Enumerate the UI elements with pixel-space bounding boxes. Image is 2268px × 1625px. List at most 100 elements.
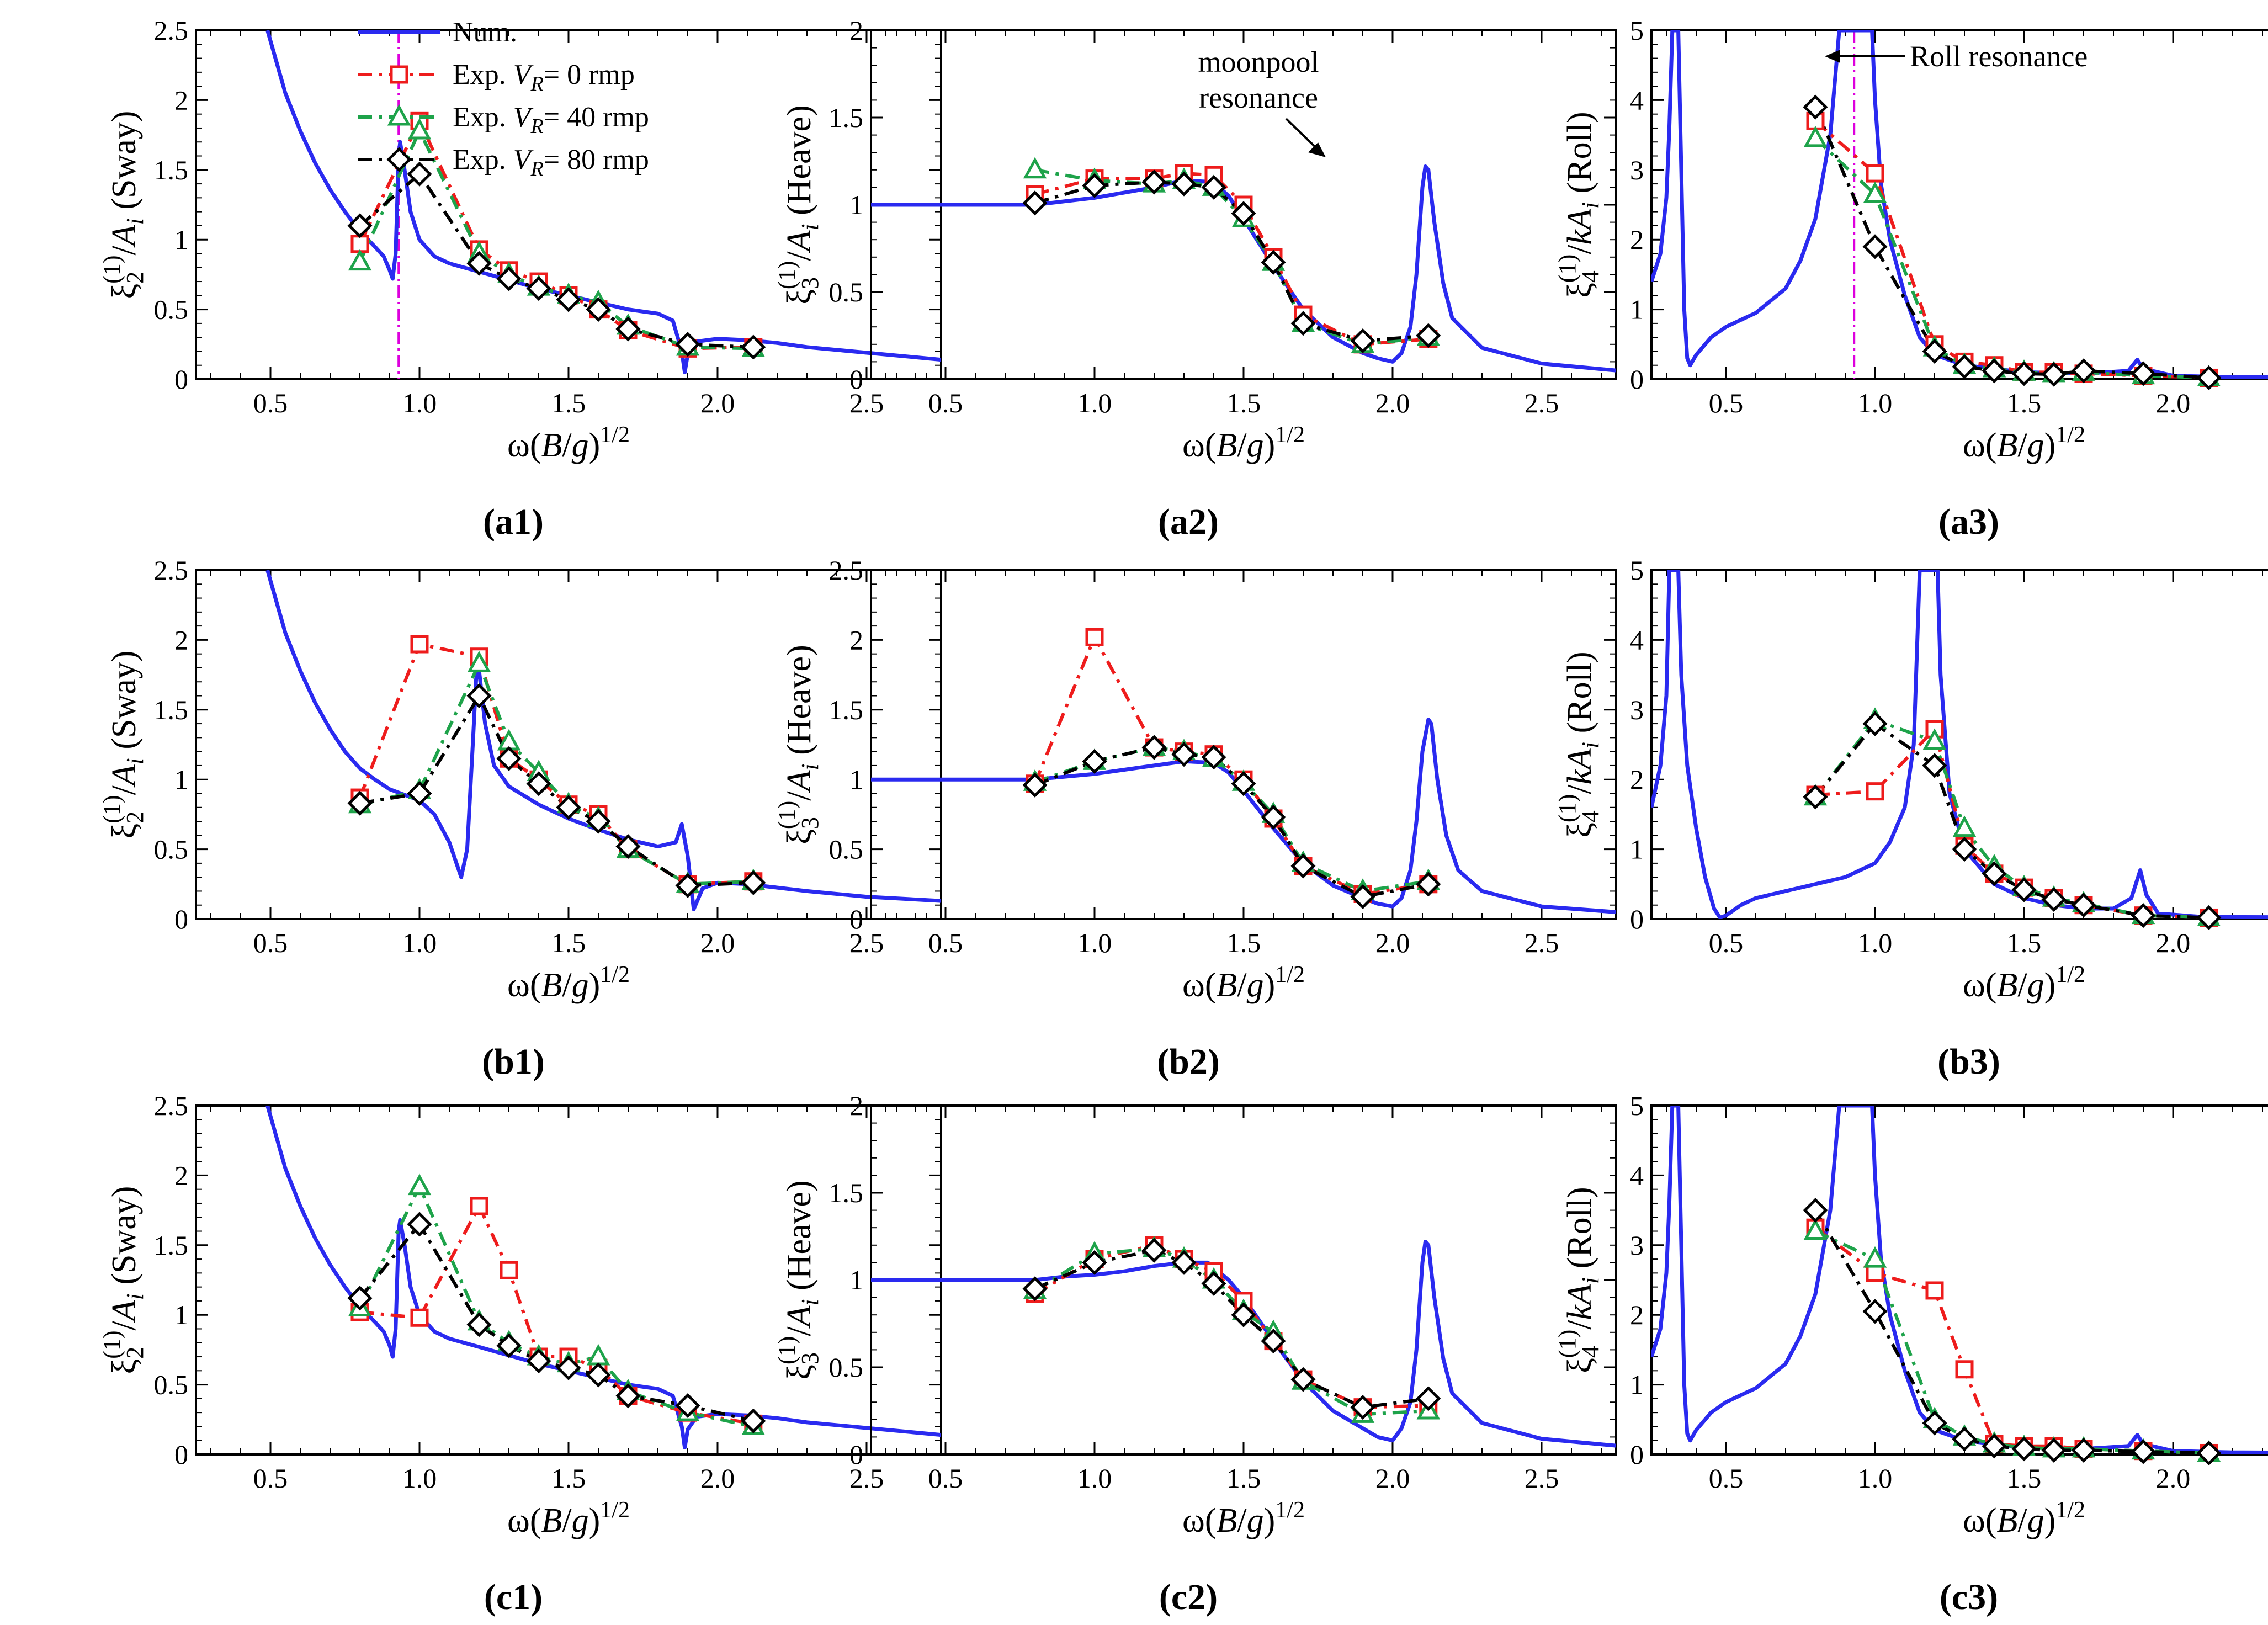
exp80-point [1416,1386,1441,1411]
y-axis-label: ξ3(1)/Ai (Heave) [773,105,824,304]
y-tick-label: 5 [1630,555,1644,586]
exp0-series-line [359,1202,754,1426]
exp40-point [407,1173,432,1196]
y-tick-label: 2 [1630,224,1644,255]
exp80-point [556,795,581,820]
axes-frame [195,569,942,920]
axes-frame [195,1104,942,1456]
exp80-point [741,1408,766,1433]
y-tick-label: 0 [849,364,863,395]
panel-b2: 0.5 1.0 1.5 2.0 2.500.511.522.5ξ3(1)/Ai (Hea… [773,555,1617,1082]
exp80-point [1082,1250,1107,1275]
exp80-point [615,316,641,342]
exp0-series-line [1033,633,1429,896]
x-axis-label: ω(B/g)1/2 [1182,1497,1305,1539]
y-tick-label: 4 [1630,1160,1644,1191]
y-tick-label: 2 [1630,1299,1644,1330]
plot-area [1651,570,2268,919]
exp80-point [1416,323,1441,348]
y-tick-label: 0.5 [829,834,864,865]
exp80-point [675,332,700,357]
exp80-series-line [1034,1249,1429,1409]
y-tick-label: 4 [1630,624,1644,655]
y-tick-label: 0.5 [154,294,189,325]
legend-exp-prefix: Exp. [453,144,513,176]
exp0-series-line [358,642,753,886]
axes-frame [1650,1104,2268,1456]
exp80-point [526,1348,551,1374]
x-tick-label: 1.0 [1858,387,1893,418]
exp80-point [1803,784,1828,810]
x-tick-label: 2.0 [700,927,735,958]
exp80-point [1141,169,1167,195]
y-tick-label: 3 [1630,155,1644,185]
x-tick-label: 0.5 [1709,927,1744,958]
exp80-point [2131,361,2156,386]
exp80-point [1982,1433,2007,1459]
x-tick-label: 1.0 [1077,927,1112,958]
exp80-point [1171,171,1197,197]
y-tick-label: 0 [1630,364,1644,395]
x-tick-label: 2.0 [1375,1463,1410,1494]
x-tick-label: 1.5 [1226,1463,1261,1494]
exp80-point [466,1312,492,1337]
exp80-point [466,683,492,709]
x-axis-label: ω(B/g)1/2 [1963,962,2085,1004]
exp0-point [470,1197,488,1215]
x-tick-label: 1.0 [1858,927,1893,958]
legend-exp0-label: Exp. VR= 0 rmp [453,59,635,95]
exp0-series-line [358,117,753,351]
y-tick-label: 1 [174,224,188,255]
plot-area [1651,30,2268,379]
exp80-point [1022,190,1048,216]
x-tick-label: 1.5 [1226,387,1261,418]
exp80-point [1922,753,1947,778]
roll-resonance-label: Roll resonance [1910,40,2088,73]
exp40-series-line [359,659,753,886]
exp80-point [2071,358,2096,384]
exp80-point [2041,887,2067,912]
exp80-point [1803,94,1828,120]
exp0-series-line [1034,172,1429,346]
panel-caption: (c3) [1940,1577,1998,1617]
exp80-point [2196,905,2222,931]
y-axis-label: ξ4(1)/kAi (Roll) [1554,111,1604,298]
exp40-series-line [1034,168,1429,346]
legend-exp-prefix: Exp. [453,102,513,133]
exp80-point [1350,328,1375,354]
exp80-point [675,1393,700,1419]
exp80-point [526,771,551,796]
exp80-series-line [1814,1209,2209,1454]
x-tick-label: 2.5 [849,387,884,418]
y-tick-label: 1 [174,764,188,795]
exp80-point [1803,1198,1828,1223]
exp40-point [407,118,432,140]
exp0-point [1085,628,1104,646]
exp80-point [1922,1410,1947,1436]
num-series-line [871,1240,1616,1448]
x-axis-label: ω(B/g)1/2 [1182,962,1305,1004]
y-tick-label: 0.5 [154,1369,189,1400]
exp40-series-line [1814,1229,2209,1454]
x-tick-label: 2.0 [2156,387,2191,418]
exp0-series-line [1814,120,2209,379]
exp80-series-line [358,1221,754,1423]
exp80-point [1201,1271,1226,1296]
x-tick-label: 2.0 [2156,927,2191,958]
x-tick-label: 0.5 [253,387,288,418]
exp40-series-line [1814,137,2209,379]
y-tick-label: 1.5 [829,102,864,133]
y-tick-label: 0 [1630,1439,1644,1470]
exp80-point [615,1383,641,1409]
y-tick-label: 2.5 [829,555,864,586]
exp80-point [1952,354,1977,379]
exp80-point [466,251,492,276]
y-tick-label: 2.5 [154,555,189,586]
y-tick-label: 1 [849,189,863,220]
num-series-line [1651,570,2268,919]
exp80-point [1290,853,1316,879]
y-tick-label: 1 [1630,294,1644,325]
y-tick-label: 0 [174,904,188,934]
